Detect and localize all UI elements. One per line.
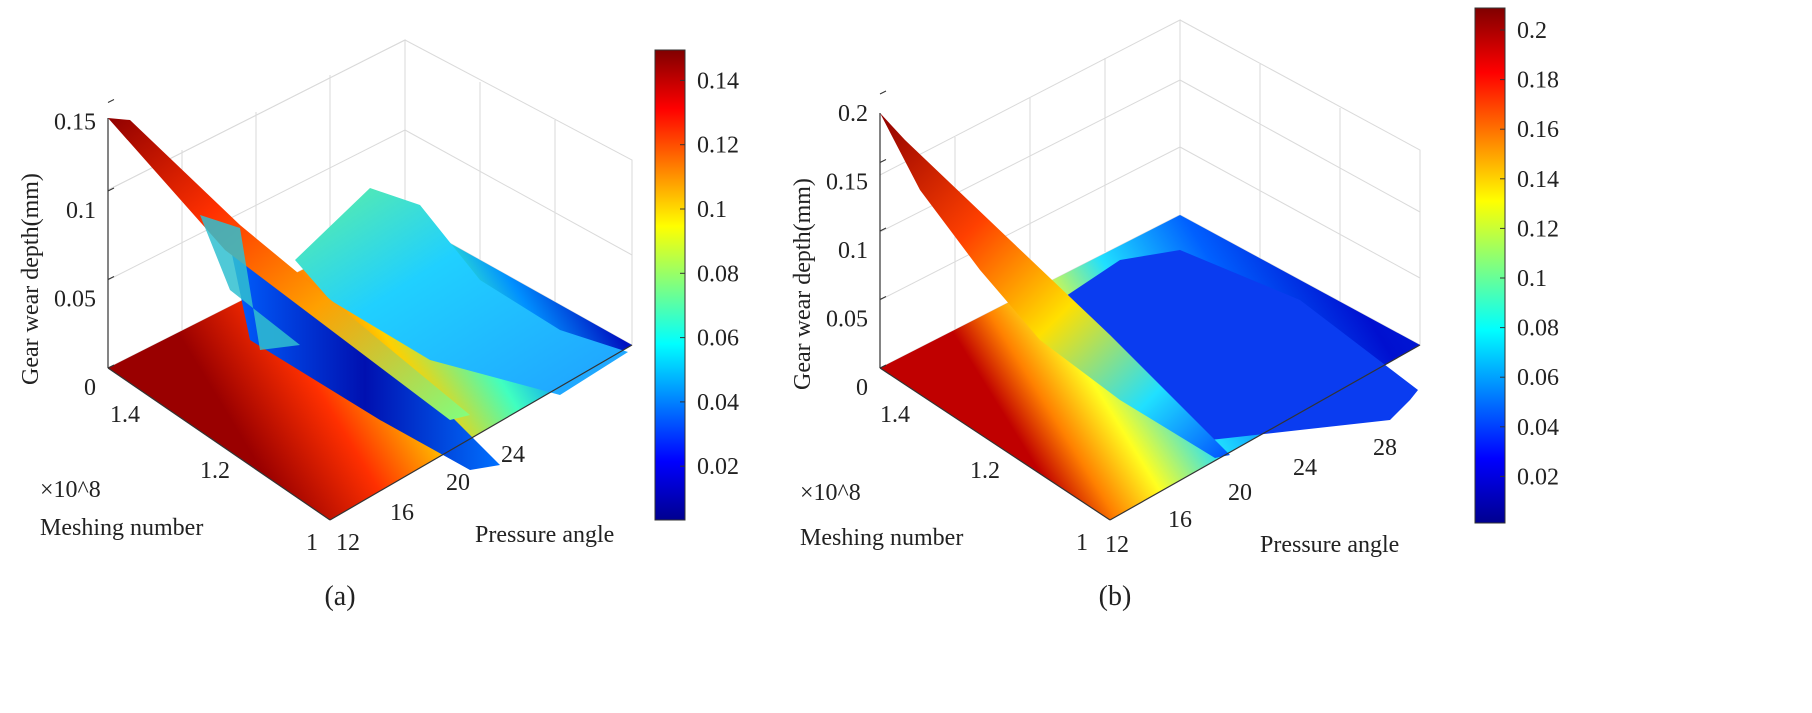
- panel-b-z-tick-label: 0.2: [838, 101, 868, 127]
- panel-a-colorbar-tick-label: 0.06: [697, 326, 739, 352]
- panel-b-z-tick: [879, 296, 887, 300]
- panel-b-y-tick-label: 16: [1168, 507, 1192, 533]
- panel-a-z-tick: [107, 364, 115, 369]
- panel-a-x-tick-label: 1.4: [110, 402, 140, 428]
- panel-b-z-axis-label: Gear wear depth(mm): [790, 178, 816, 390]
- panel-a-colorbar-tick-label: 0.04: [697, 390, 739, 416]
- surface-ridge-b: [880, 113, 1230, 458]
- panel-b-y-tick-label: 24: [1293, 455, 1317, 481]
- panel-b-x-tick-label: 1.4: [880, 402, 910, 428]
- panel-b-x-tick-label: 1: [1076, 530, 1088, 556]
- panel-a-z-tick-label: 0.1: [66, 198, 96, 224]
- panel-b-z-tick-label: 0.1: [838, 238, 868, 264]
- panel-a: ×10^8: [40, 39, 686, 521]
- panel-a-y-tick-label: 12: [336, 530, 360, 556]
- panel-a-colorbar-tick-label: 0.14: [697, 68, 739, 94]
- panel-a-y-axis-label: Pressure angle: [475, 522, 614, 548]
- colorbar-b: [1474, 7, 1506, 524]
- panel-b-y-tick-label: 28: [1373, 435, 1397, 461]
- panel-b: ×10^8: [800, 7, 1506, 524]
- panel-a-colorbar-tick-label: 0.1: [697, 197, 727, 223]
- panel-b-x-tick-label: 1.2: [970, 458, 1000, 484]
- surface-sheet-a: [295, 188, 628, 395]
- panel-b-x-multiplier: ×10^8: [800, 480, 861, 506]
- panel-a-colorbar-tick-label: 0.02: [697, 454, 739, 480]
- panel-b-colorbar-tick-label: 0.02: [1517, 464, 1559, 490]
- panel-b-z-tick-label: 0.15: [826, 170, 868, 196]
- panel-b-colorbar-tick-label: 0.1: [1517, 266, 1547, 292]
- panel-b-colorbar-tick-label: 0.14: [1517, 167, 1559, 193]
- panel-b-y-tick-label: 12: [1105, 532, 1129, 558]
- panel-b-colorbar-tick-label: 0.18: [1517, 68, 1559, 94]
- panel-a-z-tick-label: 0.05: [54, 287, 96, 313]
- panel-a-y-tick-label: 24: [501, 442, 525, 468]
- surface-ridge-side-a: [200, 215, 300, 350]
- panel-a-colorbar-tick-label: 0.08: [697, 261, 739, 287]
- panel-b-z-tick: [879, 364, 887, 369]
- panel-b-z-tick-label: 0.05: [826, 307, 868, 333]
- panel-b-z-tick: [879, 159, 887, 163]
- panel-b-colorbar-tick-label: 0.04: [1517, 415, 1559, 441]
- panel-a-x-tick-label: 1: [306, 530, 318, 556]
- panel-b-z-tick: [879, 90, 887, 95]
- panel-a-z-tick: [107, 187, 115, 192]
- panel-b-z-tick-label: 0: [856, 375, 868, 401]
- panel-a-x-tick-label: 1.2: [200, 458, 230, 484]
- surface-ridge-a: [108, 118, 470, 420]
- panel-b-colorbar-tick-label: 0.16: [1517, 117, 1559, 143]
- panel-a-z-tick: [107, 276, 115, 280]
- panel-a-z-tick: [107, 99, 115, 103]
- panel-a-z-tick-label: 0.15: [54, 110, 96, 136]
- panel-a-y-tick-label: 16: [390, 500, 414, 526]
- panel-a-x-axis-label: Meshing number: [40, 515, 203, 541]
- colorbar-a: [654, 49, 686, 521]
- panel-a-panel-label: (a): [324, 581, 355, 612]
- panel-a-z-tick-label: 0: [84, 375, 96, 401]
- panel-b-y-axis-label: Pressure angle: [1260, 532, 1399, 558]
- panel-a-colorbar-tick-label: 0.12: [697, 133, 739, 159]
- panel-b-colorbar-tick-label: 0.06: [1517, 365, 1559, 391]
- panel-b-colorbar-tick-label: 0.12: [1517, 216, 1559, 242]
- axes-b: [879, 113, 1421, 521]
- axes-a: [107, 118, 633, 521]
- panel-b-panel-label: (b): [1099, 581, 1132, 612]
- panel-b-y-tick-label: 20: [1228, 480, 1252, 506]
- panel-b-z-tick: [879, 227, 887, 232]
- panel-a-z-axis-label: Gear wear depth(mm): [18, 173, 44, 385]
- panel-b-colorbar-tick-label: 0.08: [1517, 316, 1559, 342]
- panel-a-y-tick-label: 20: [446, 470, 470, 496]
- panel-b-x-axis-label: Meshing number: [800, 525, 963, 551]
- panel-b-colorbar-tick-label: 0.2: [1517, 18, 1547, 44]
- panel-a-x-multiplier: ×10^8: [40, 477, 101, 503]
